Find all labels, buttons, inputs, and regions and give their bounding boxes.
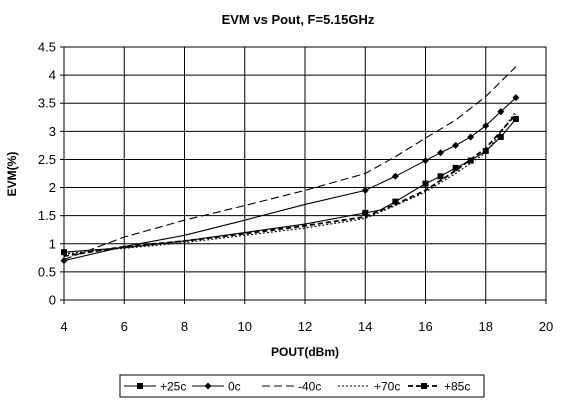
marker-0c <box>361 186 369 194</box>
tick-labels: 4 6 8 10 12 14 16 18 20 0 0.5 1 1.5 2 2.5 3 3.5 4 4.5 <box>38 40 553 335</box>
marker-plus25c <box>512 115 519 122</box>
legend-marker-plus25c <box>137 383 143 389</box>
x-tick-label: 18 <box>479 319 493 334</box>
y-axis-label: EVM(%) <box>5 152 19 197</box>
marker-0c <box>60 257 68 265</box>
legend-label-plus70c: +70c <box>374 380 400 394</box>
marker-0c <box>437 149 445 157</box>
legend-marker-0c <box>204 382 212 390</box>
legend-label-minus40c: -40c <box>298 380 321 394</box>
x-tick-label: 20 <box>539 319 553 334</box>
legend-label-plus25c: +25c <box>160 380 186 394</box>
y-tick-label: 1.5 <box>38 208 56 223</box>
marker-0c <box>512 94 520 102</box>
x-tick-label: 6 <box>121 319 128 334</box>
y-tick-label: 4.5 <box>38 40 56 55</box>
x-tick-label: 14 <box>358 319 372 334</box>
y-tick-label: 3 <box>49 124 56 139</box>
marker-plus25c <box>422 180 429 187</box>
x-tick-label: 12 <box>298 319 312 334</box>
legend-label-plus85c: +85c <box>444 380 470 394</box>
y-tick-label: 3.5 <box>38 96 56 111</box>
marker-plus25c <box>61 249 67 256</box>
y-tick-label: 2 <box>49 180 56 195</box>
marker-0c <box>467 133 475 141</box>
y-tick-label: 2.5 <box>38 152 56 167</box>
series-line-minus40c <box>63 66 517 261</box>
marker-plus25c <box>392 198 399 205</box>
series-line-plus70c <box>63 111 517 255</box>
y-tick-label: 0.5 <box>38 264 56 279</box>
marker-0c <box>391 172 399 180</box>
marker-plus25c <box>497 133 504 140</box>
marker-plus25c <box>362 209 369 216</box>
x-tick-label: 10 <box>238 319 252 334</box>
legend-marker-plus85c <box>421 383 427 389</box>
marker-0c <box>497 108 505 116</box>
legend-items: +25c 0c -40c +70c +85c <box>124 380 470 394</box>
series-markers <box>60 94 520 265</box>
axis-ticks <box>60 46 547 304</box>
marker-0c <box>482 122 490 130</box>
marker-plus25c <box>467 157 474 164</box>
x-tick-label: 8 <box>181 319 188 334</box>
marker-0c <box>452 141 460 149</box>
marker-plus25c <box>437 173 444 180</box>
marker-0c <box>422 157 429 165</box>
marker-plus25c <box>452 164 459 171</box>
marker-plus25c <box>482 148 489 155</box>
x-tick-label: 4 <box>60 319 67 334</box>
y-tick-label: 1 <box>49 236 56 251</box>
legend-box <box>119 374 485 398</box>
y-tick-label: 0 <box>49 293 56 308</box>
series-line-plus85c <box>63 113 517 258</box>
series-line-0c <box>63 97 517 262</box>
x-tick-label: 16 <box>418 319 432 334</box>
chart-title: EVM vs Pout, F=5.15GHz <box>222 12 375 27</box>
y-tick-label: 4 <box>49 68 56 83</box>
x-axis-label: POUT(dBm) <box>271 345 339 359</box>
legend-label-0c: 0c <box>228 380 241 394</box>
